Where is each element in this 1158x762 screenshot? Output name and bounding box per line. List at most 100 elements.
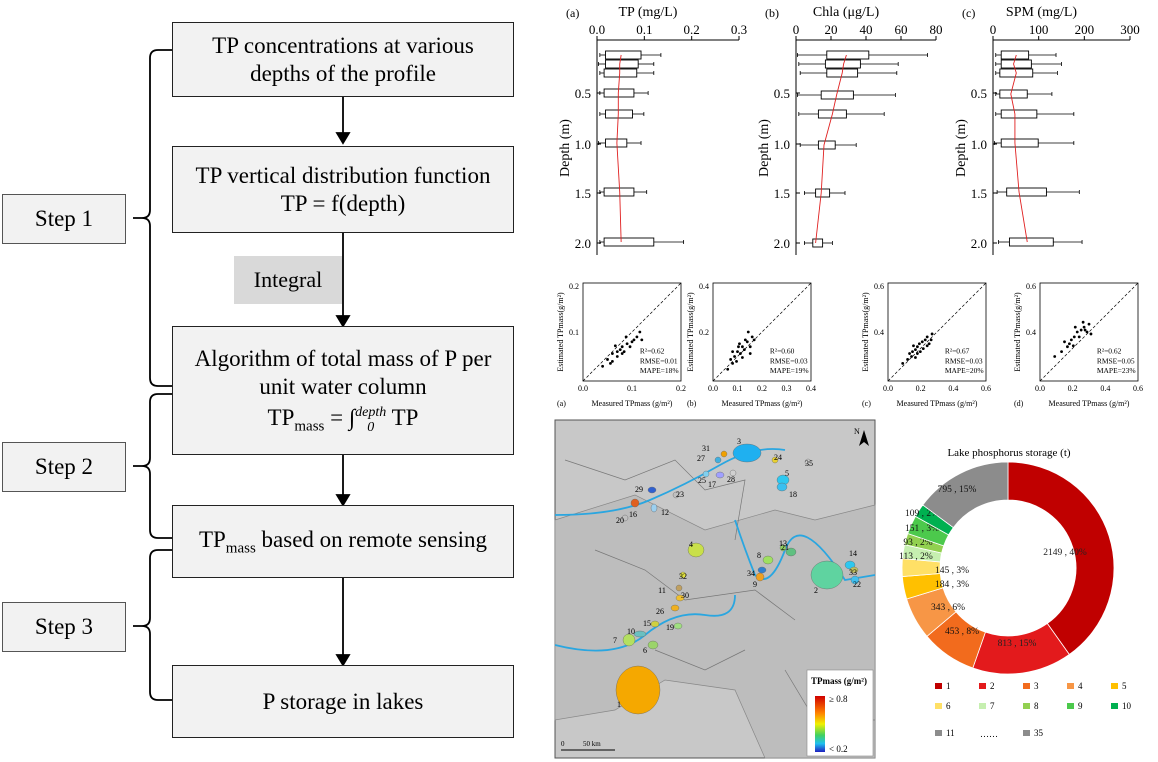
lake-number-label: 5 — [785, 469, 789, 478]
box-text: TP vertical distribution function — [195, 162, 491, 188]
lake-number-label: 1 — [617, 700, 621, 709]
lake — [647, 640, 659, 650]
scatter-point — [615, 350, 619, 353]
lake — [679, 571, 687, 579]
x-tick-label: 0.2 — [916, 384, 926, 393]
lake-number-label: 24 — [774, 453, 782, 462]
scatter-frame — [1039, 282, 1139, 382]
y-tick-label: 0.2 — [699, 328, 709, 337]
one-to-one-line — [1039, 282, 1139, 382]
remote-sensing-box: TPmass based on remote sensing — [172, 505, 514, 578]
legend-low-label: < 0.2 — [829, 744, 848, 754]
y-tick-label: 0.2 — [569, 282, 579, 291]
scatter-point — [1085, 330, 1089, 334]
y-tick-label: 1.5 — [774, 186, 790, 201]
panel-label: (b) — [687, 399, 697, 408]
x-axis-label: Measured TPmass (g/m²) — [592, 399, 673, 408]
scatter-point — [1083, 328, 1087, 332]
lake — [647, 486, 657, 494]
lake-number-label: 9 — [753, 580, 757, 589]
box-plot — [1000, 109, 1038, 119]
lake-number-label: 28 — [727, 475, 735, 484]
legend-label: 2 — [990, 681, 995, 691]
box-plot — [812, 238, 824, 248]
slice-label: 145 , 3% — [935, 566, 969, 576]
scatter-point — [1077, 335, 1081, 339]
box-plot — [826, 50, 870, 60]
y-tick-label: 1.5 — [575, 186, 591, 201]
lake-number-label: 31 — [702, 444, 710, 453]
lake — [779, 544, 787, 552]
legend-label: 1 — [946, 681, 951, 691]
lake — [771, 456, 779, 464]
legend-label: 6 — [946, 701, 951, 711]
one-to-one-line — [712, 282, 812, 382]
x-tick-label: 300 — [1120, 22, 1140, 37]
scale-zero-label: 0 — [561, 740, 565, 748]
scatter-point — [630, 340, 634, 344]
lake — [729, 469, 737, 477]
x-tick-label: 40 — [860, 22, 873, 37]
lake-number-label: 32 — [679, 572, 687, 581]
y-tick-label: 2.0 — [575, 236, 591, 251]
scatter-point — [726, 367, 730, 371]
profile-title: TP (mg/L) — [619, 5, 678, 20]
scatter-point — [901, 361, 905, 365]
profile-title: Chla (μg/L) — [813, 5, 880, 20]
scatter-point — [1082, 325, 1086, 329]
profile-concentration-box: TP concentrations at various depths of t… — [172, 22, 514, 97]
scatter-point — [640, 338, 644, 342]
box-text: depths of the profile — [250, 60, 436, 86]
legend-swatch — [935, 703, 942, 709]
y-axis-label: Depth (m) — [558, 119, 573, 177]
lake — [675, 594, 685, 602]
rmse-label: RMSE=0.05 — [1097, 356, 1135, 365]
y-tick-label: 0.4 — [1026, 328, 1036, 337]
x-tick-label: 0.0 — [1035, 384, 1045, 393]
lake-number-label: 33 — [849, 568, 857, 577]
y-tick-label: 0.5 — [774, 86, 790, 101]
box-plot — [1000, 50, 1030, 60]
mass-formula: TPmass = ∫ depth 0 TP — [267, 404, 419, 436]
scatter-point — [739, 352, 742, 355]
vertical-distribution-box: TP vertical distribution function TP = f… — [172, 146, 514, 233]
x-tick-label: 0.0 — [883, 384, 893, 393]
x-tick-label: 0.2 — [757, 384, 767, 393]
lake — [762, 555, 774, 565]
mass-algorithm-box: Algorithm of total mass of P per unit wa… — [172, 326, 514, 455]
panel-label: (a) — [557, 399, 566, 408]
scatter-point — [908, 352, 911, 355]
scatter-point — [635, 335, 639, 339]
lake — [622, 633, 636, 647]
x-tick-label: 0.2 — [684, 22, 700, 37]
lake-number-label: 18 — [789, 490, 797, 499]
lake — [715, 471, 725, 479]
scatter-point — [731, 350, 734, 353]
donut-slice — [922, 461, 1009, 529]
rmse-label: RMSE=0.01 — [640, 356, 678, 365]
scatter-point — [921, 347, 925, 351]
box-plot — [605, 59, 639, 69]
legend-label: 10 — [1122, 701, 1132, 711]
scatter-frame — [582, 282, 682, 382]
step-1-label: Step 1 — [2, 194, 126, 244]
y-axis-label: Depth (m) — [954, 119, 969, 177]
scatter-point — [911, 350, 914, 353]
legend-swatch — [1111, 683, 1118, 689]
legend-swatch — [1023, 703, 1030, 709]
scatter-point — [1069, 338, 1073, 342]
lake-number-label: 34 — [747, 569, 755, 578]
x-tick-label: 200 — [1075, 22, 1095, 37]
scatter-point — [906, 358, 909, 361]
scatter-point — [1066, 345, 1069, 349]
scatter-point — [914, 356, 917, 359]
scatter-point — [746, 330, 750, 334]
lake-number-label: 35 — [805, 459, 813, 468]
x-tick-label: 0.3 — [731, 22, 747, 37]
scatter-point — [613, 344, 617, 348]
scatter-point — [743, 338, 747, 342]
lake — [804, 458, 812, 466]
scatter-point — [737, 345, 740, 349]
box-plot — [1006, 187, 1047, 197]
lake-number-label: 23 — [676, 490, 684, 499]
